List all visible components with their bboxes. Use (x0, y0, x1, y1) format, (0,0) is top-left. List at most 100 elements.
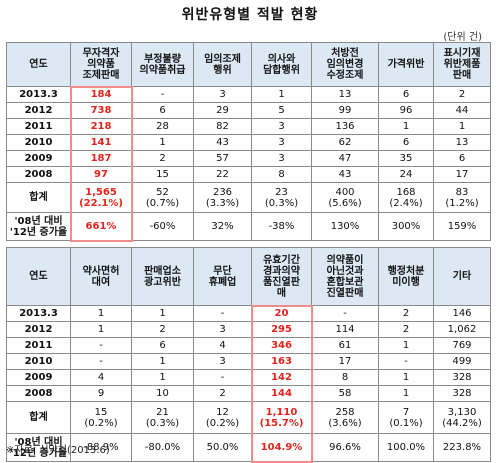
total-value-line: (3.3%) (205, 197, 240, 209)
row-value-line: 1 (402, 340, 410, 351)
row-value: 1 (433, 118, 491, 135)
row-value-line: 346 (271, 340, 292, 351)
total-value: 21 (0.3%) (131, 401, 194, 434)
table-row: 2010 - 1 3 163 17 - 499 (6, 353, 491, 370)
header-col-4: 유효기간 경과의약 품진열판 매 (251, 247, 312, 306)
row-value: - (378, 353, 434, 370)
change-value: -38% (251, 212, 312, 241)
header-col-5-line: 진열판매 (326, 287, 364, 299)
row-value: 57 (193, 150, 252, 167)
row-value-line: - (160, 89, 165, 100)
row-value-line: 43 (216, 137, 229, 148)
change-value-line: 300% (391, 221, 421, 232)
table-row: 2013.3 184 - 3 1 13 6 2 (6, 86, 491, 103)
header-col-2: 부정불량 의약품취급 (131, 42, 194, 87)
row-value: 218 (70, 118, 132, 135)
row-value: 17 (433, 166, 491, 183)
total-value-line: 3,130 (447, 406, 477, 418)
row-value-line: 3 (219, 356, 226, 367)
row-value: 1 (131, 134, 194, 151)
change-label-line: '08년 대비 (14, 215, 63, 227)
change-value-line: 661% (85, 221, 117, 232)
row-value: 346 (251, 337, 312, 354)
row-value-line: - (99, 356, 103, 367)
header-col-4-line: 경과의약 (263, 265, 300, 277)
row-value: 2 (131, 150, 194, 167)
row-value: 2 (378, 305, 434, 322)
row-value: 769 (433, 337, 491, 354)
row-value-line: 328 (452, 372, 472, 383)
row-value-line: 499 (452, 356, 472, 367)
row-value-line: 3 (278, 121, 285, 132)
header-col-3: 무단 휴폐업 (193, 247, 252, 306)
table-row: 2009 187 2 57 3 47 35 6 (6, 150, 491, 167)
change-row: '08년 대비 '12년 증가율 661% -60% 32% -38% 130% 300% 15… (6, 212, 491, 241)
row-value: 2 (378, 321, 434, 338)
change-value-line: 32% (211, 221, 234, 232)
row-value-line: 2 (219, 388, 226, 399)
total-value-line: 23 (275, 186, 288, 198)
row-year-line: 2012 (24, 105, 53, 116)
row-value: 6 (378, 134, 434, 151)
change-value: 223.8% (433, 433, 491, 462)
row-value-line: 3 (219, 324, 226, 335)
row-value: 328 (433, 385, 491, 402)
row-year: 2009 (6, 150, 71, 167)
total-value-line: 7 (402, 406, 410, 418)
header-col-2-line: 광고위반 (144, 276, 181, 288)
table-row: 2010 141 1 43 3 62 6 13 (6, 134, 491, 151)
total-value-line: 52 (156, 186, 169, 198)
total-value: 168 (2.4%) (378, 182, 434, 213)
row-value: 2 (433, 86, 491, 103)
change-value: 300% (378, 212, 434, 241)
row-value-line: 47 (338, 153, 352, 164)
row-value: - (131, 86, 194, 103)
row-value: - (70, 337, 132, 354)
row-value-line: 141 (90, 137, 112, 148)
header-col-6-line: 행정처분 (387, 265, 425, 277)
unit-label: (단위 건) (443, 32, 482, 43)
row-value-line: 8 (278, 169, 285, 180)
row-value: 9 (70, 385, 132, 402)
row-value: 1 (378, 337, 434, 354)
total-value-line: 236 (212, 186, 233, 198)
row-value: 35 (378, 150, 434, 167)
header-year-line: 연도 (29, 271, 48, 282)
row-value-line: 20 (274, 308, 289, 319)
row-value-line: 1 (159, 356, 166, 367)
row-value-line: 6 (402, 137, 410, 148)
row-value: 6 (131, 337, 194, 354)
row-value: 29 (193, 102, 252, 119)
row-value: 328 (433, 369, 491, 386)
row-value: 1 (251, 86, 312, 103)
row-year-line: 2012 (24, 324, 53, 335)
total-value: 1,110 (15.7%) (251, 401, 312, 434)
header-col-1-line: 약사면허 (82, 265, 120, 277)
row-value: 3 (251, 150, 312, 167)
header-year: 연도 (6, 247, 71, 306)
row-value-line: 3 (219, 89, 226, 100)
row-value-line: 4 (97, 372, 105, 383)
row-value-line: 13 (455, 137, 469, 148)
row-value: 5 (251, 102, 312, 119)
total-value-line: (15.7%) (259, 417, 304, 429)
row-value-line: 1 (278, 89, 285, 100)
header-col-1-line: 무자격자 (82, 48, 120, 59)
row-year: 2011 (6, 118, 71, 135)
total-value-line: 21 (156, 406, 169, 418)
row-value-line: 44 (455, 105, 469, 116)
row-value: 22 (193, 166, 252, 183)
header-col-7-line: 표시기재 (443, 48, 481, 59)
row-value: - (193, 369, 252, 386)
total-label-line: 합계 (29, 192, 48, 203)
header-col-3: 임의조제 행위 (193, 42, 252, 87)
row-value-line: 1 (97, 308, 105, 319)
row-value: 142 (251, 369, 312, 386)
row-value-line: 57 (216, 153, 229, 164)
row-value-line: 28 (156, 121, 169, 132)
row-value: 3 (193, 353, 252, 370)
header-col-4-line: 담합행위 (263, 64, 300, 76)
row-value-line: 82 (216, 121, 229, 132)
change-value-line: -88.9% (83, 442, 119, 453)
row-value: 4 (70, 369, 132, 386)
